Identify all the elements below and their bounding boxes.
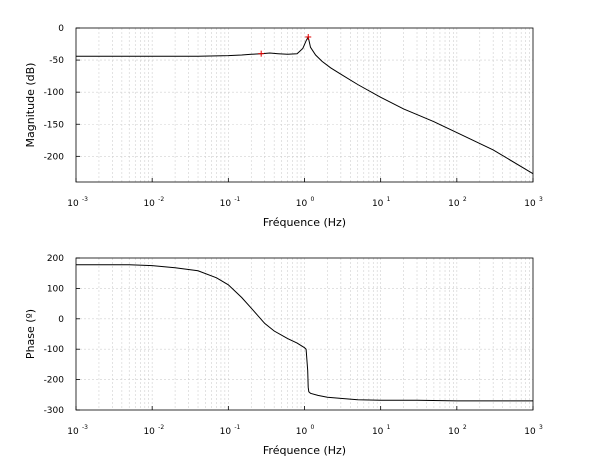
phase-y-tick-label: 0 [58, 315, 64, 325]
magnitude-x-tick-exponent: -3 [82, 196, 88, 203]
phase-grid [76, 258, 533, 410]
magnitude-y-tick-label: -150 [44, 120, 65, 130]
magnitude-grid [76, 28, 533, 182]
phase-x-tick-exponent: 3 [539, 424, 543, 431]
phase-ticks: 10 -3 10 -2 10 -1 10 0 10 1 10 2 10 32001000-100-200-… [44, 254, 543, 437]
magnitude-x-tick-exponent: 0 [311, 196, 315, 203]
magnitude-y-tick-label: -200 [44, 152, 65, 162]
magnitude-x-tick-exponent: 2 [463, 196, 467, 203]
magnitude-x-tick-exponent: 1 [387, 196, 391, 203]
phase-x-axis-label: Fréquence (Hz) [263, 444, 346, 457]
phase-x-tick-exponent: 2 [463, 424, 467, 431]
magnitude-x-tick-exponent: -2 [158, 196, 164, 203]
phase-x-tick-label: 10 [372, 427, 384, 437]
phase-x-tick-label: 10 [296, 427, 308, 437]
phase-y-tick-label: 200 [47, 254, 64, 264]
phase-y-tick-label: -200 [44, 376, 65, 386]
magnitude-marker [258, 50, 265, 57]
magnitude-x-tick-label: 10 [372, 199, 384, 209]
magnitude-y-tick-label: -50 [49, 56, 64, 66]
phase-x-tick-exponent: -1 [234, 424, 240, 431]
magnitude-x-tick-label: 10 [448, 199, 460, 209]
phase-x-tick-exponent: 0 [311, 424, 315, 431]
phase-x-tick-label: 10 [220, 427, 232, 437]
phase-x-tick-label: 10 [448, 427, 460, 437]
phase-y-tick-label: 100 [47, 284, 64, 294]
magnitude-y-axis-label: Magnitude (dB) [24, 63, 37, 148]
phase-x-tick-label: 10 [143, 427, 155, 437]
phase-data [76, 264, 533, 402]
magnitude-x-tick-exponent: -1 [234, 196, 240, 203]
phase-x-tick-exponent: -2 [158, 424, 164, 431]
magnitude-x-axis-label: Fréquence (Hz) [263, 216, 346, 229]
magnitude-x-tick-label: 10 [524, 199, 536, 209]
phase-x-tick-exponent: -3 [82, 424, 88, 431]
magnitude-chart: 10 -3 10 -2 10 -1 10 0 10 1 10 2 10 30-50-100-150-200… [24, 24, 543, 229]
magnitude-y-tick-label: -100 [44, 88, 65, 98]
phase-y-axis-label: Phase (º) [24, 309, 37, 359]
phase-x-tick-label: 10 [524, 427, 536, 437]
phase-series-line [76, 264, 533, 402]
magnitude-marker [305, 33, 312, 40]
phase-x-tick-exponent: 1 [387, 424, 391, 431]
magnitude-x-tick-label: 10 [143, 199, 155, 209]
phase-chart: 10 -3 10 -2 10 -1 10 0 10 1 10 2 10 32001000-100-200-… [24, 254, 543, 457]
magnitude-y-tick-label: 0 [58, 24, 64, 34]
magnitude-x-tick-label: 10 [67, 199, 79, 209]
phase-y-tick-label: -100 [44, 345, 65, 355]
phase-x-tick-label: 10 [67, 427, 79, 437]
phase-y-tick-label: -300 [44, 406, 65, 416]
magnitude-x-tick-label: 10 [220, 199, 232, 209]
magnitude-x-tick-exponent: 3 [539, 196, 543, 203]
magnitude-x-tick-label: 10 [296, 199, 308, 209]
magnitude-ticks: 10 -3 10 -2 10 -1 10 0 10 1 10 2 10 30-50-100-150-200 [44, 24, 543, 209]
magnitude-data [76, 33, 534, 175]
